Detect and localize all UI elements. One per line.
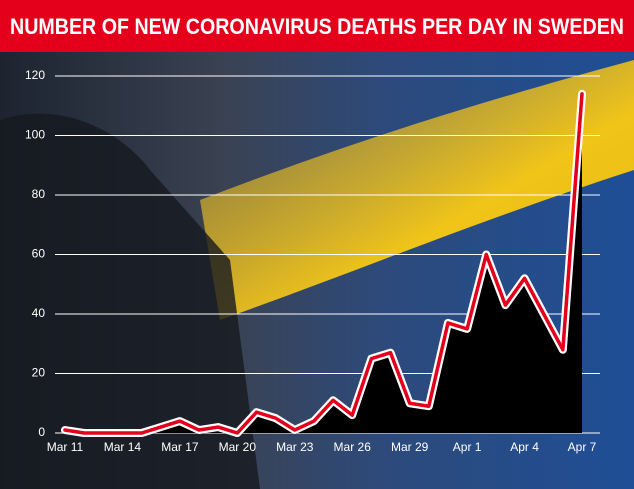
x-tick-label: Mar 23 <box>276 440 314 454</box>
x-tick-label: Mar 20 <box>219 440 257 454</box>
x-tick-label: Apr 7 <box>568 440 597 454</box>
y-tick-label: 60 <box>32 247 46 261</box>
x-tick-label: Mar 17 <box>161 440 199 454</box>
y-tick-label: 40 <box>32 306 46 320</box>
y-tick-label: 100 <box>25 128 45 142</box>
x-tick-label: Apr 1 <box>453 440 482 454</box>
chart-title: NUMBER OF NEW CORONAVIRUS DEATHS PER DAY… <box>10 14 624 39</box>
person-silhouette <box>0 113 260 489</box>
area <box>65 93 582 433</box>
x-tick-label: Apr 4 <box>510 440 539 454</box>
y-tick-label: 120 <box>25 68 45 82</box>
y-tick-label: 0 <box>38 425 45 439</box>
x-tick-label: Mar 14 <box>104 440 142 454</box>
x-tick-label: Mar 26 <box>334 440 372 454</box>
y-tick-label: 80 <box>32 187 46 201</box>
line <box>63 92 584 435</box>
x-tick-label: Mar 11 <box>47 440 84 454</box>
x-tick-label: Mar 29 <box>391 440 429 454</box>
y-tick-label: 20 <box>32 366 46 380</box>
title-bar <box>0 0 634 52</box>
